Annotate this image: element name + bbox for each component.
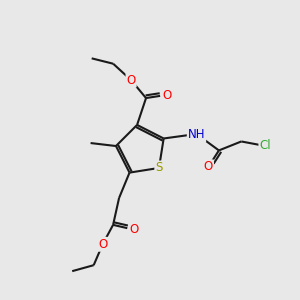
Text: O: O xyxy=(98,238,107,251)
Text: Cl: Cl xyxy=(260,140,271,152)
Text: O: O xyxy=(129,223,139,236)
Text: NH: NH xyxy=(188,128,205,141)
Text: O: O xyxy=(204,160,213,173)
Text: O: O xyxy=(162,88,172,102)
Text: S: S xyxy=(155,161,163,174)
Text: O: O xyxy=(127,74,136,87)
